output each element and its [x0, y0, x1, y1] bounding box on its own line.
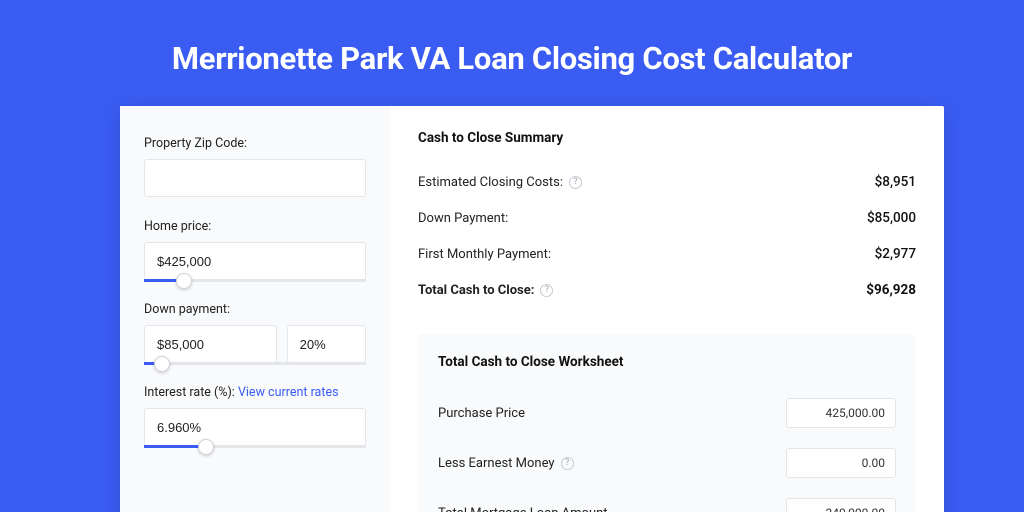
down-payment-slider-track [144, 362, 366, 365]
section-gap [418, 308, 916, 326]
summary-label-text: Estimated Closing Costs: [418, 175, 563, 190]
page-title: Merrionette Park VA Loan Closing Cost Ca… [0, 0, 1024, 77]
summary-row-down-payment: Down Payment: $85,000 [418, 200, 916, 236]
zip-field-group: Property Zip Code: [144, 136, 366, 197]
worksheet-row-purchase-price: Purchase Price 425,000.00 [438, 388, 896, 438]
interest-rate-label: Interest rate (%): View current rates [144, 385, 366, 400]
down-payment-field-group: Down payment: [144, 302, 366, 363]
help-icon[interactable]: ? [561, 457, 574, 470]
summary-label-text: Down Payment: [418, 211, 508, 226]
home-price-slider-thumb[interactable] [176, 273, 192, 289]
summary-title: Cash to Close Summary [418, 130, 916, 146]
summary-value: $2,977 [875, 246, 916, 262]
view-rates-link[interactable]: View current rates [238, 385, 339, 400]
summary-label-text: First Monthly Payment: [418, 247, 551, 262]
down-payment-slider-thumb[interactable] [154, 356, 170, 372]
home-price-field-group: Home price: [144, 219, 366, 280]
worksheet-row-mortgage-amount: Total Mortgage Loan Amount 340,000.00 [438, 488, 896, 512]
home-price-input[interactable] [144, 242, 366, 280]
interest-rate-field-group: Interest rate (%): View current rates [144, 385, 366, 446]
summary-panel: Cash to Close Summary Estimated Closing … [390, 106, 944, 512]
worksheet-label-text: Less Earnest Money [438, 456, 555, 471]
summary-label: Estimated Closing Costs: ? [418, 175, 582, 190]
worksheet-title: Total Cash to Close Worksheet [438, 354, 896, 370]
down-payment-label: Down payment: [144, 302, 366, 317]
summary-label: First Monthly Payment: [418, 247, 551, 262]
down-payment-row [144, 325, 366, 363]
calculator-card: Property Zip Code: Home price: Down paym… [120, 106, 944, 512]
worksheet-label: Total Mortgage Loan Amount [438, 506, 608, 512]
worksheet-label: Less Earnest Money ? [438, 456, 574, 471]
interest-rate-slider-fill [144, 445, 206, 448]
summary-row-closing-costs: Estimated Closing Costs: ? $8,951 [418, 164, 916, 200]
summary-label: Down Payment: [418, 211, 508, 226]
worksheet-value-box[interactable]: 0.00 [786, 448, 896, 478]
worksheet-value-box[interactable]: 340,000.00 [786, 498, 896, 512]
help-icon[interactable]: ? [569, 176, 582, 189]
interest-rate-input[interactable] [144, 408, 366, 446]
worksheet-label: Purchase Price [438, 406, 525, 421]
home-price-label: Home price: [144, 219, 366, 234]
zip-input[interactable] [144, 159, 366, 197]
summary-row-total: Total Cash to Close: ? $96,928 [418, 272, 916, 308]
summary-row-first-payment: First Monthly Payment: $2,977 [418, 236, 916, 272]
worksheet-box: Total Cash to Close Worksheet Purchase P… [418, 334, 916, 512]
summary-total-label: Total Cash to Close: ? [418, 283, 553, 298]
down-payment-pct-input[interactable] [287, 325, 366, 363]
form-panel: Property Zip Code: Home price: Down paym… [120, 106, 390, 512]
help-icon[interactable]: ? [540, 284, 553, 297]
summary-label-text: Total Cash to Close: [418, 283, 534, 298]
worksheet-row-earnest-money: Less Earnest Money ? 0.00 [438, 438, 896, 488]
summary-value: $85,000 [867, 210, 916, 226]
summary-value: $8,951 [875, 174, 916, 190]
summary-total-value: $96,928 [866, 282, 916, 298]
interest-rate-label-text: Interest rate (%): [144, 385, 238, 400]
worksheet-value-box[interactable]: 425,000.00 [786, 398, 896, 428]
interest-rate-slider-thumb[interactable] [198, 439, 214, 455]
page-background: Merrionette Park VA Loan Closing Cost Ca… [0, 0, 1024, 512]
worksheet-label-text: Total Mortgage Loan Amount [438, 506, 608, 512]
zip-label: Property Zip Code: [144, 136, 366, 151]
worksheet-label-text: Purchase Price [438, 406, 525, 421]
